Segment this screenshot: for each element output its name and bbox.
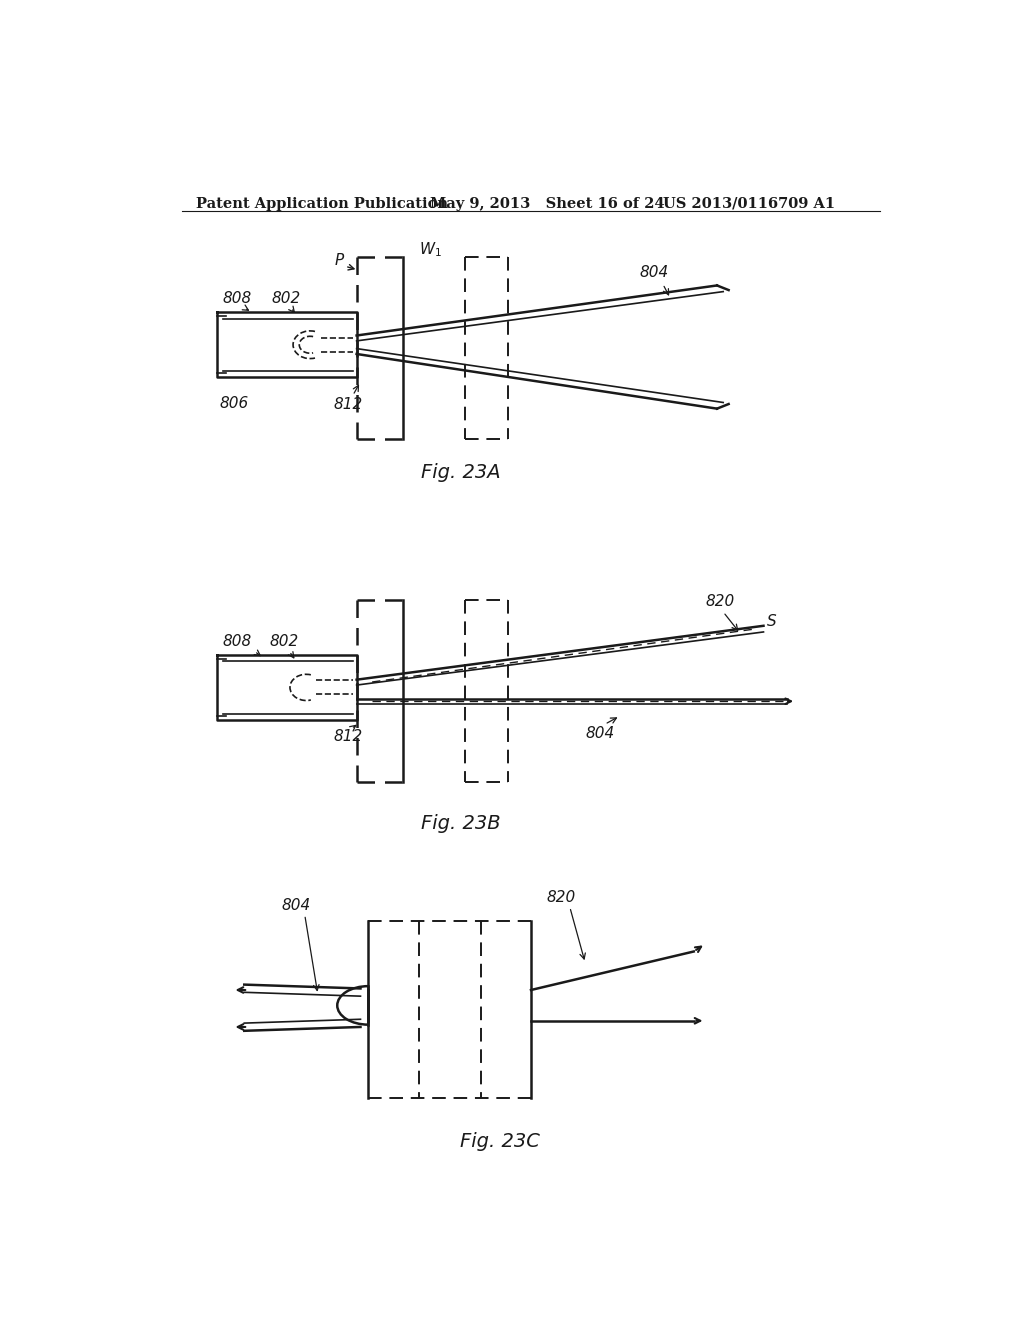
Text: P: P [335, 253, 344, 268]
Text: 804: 804 [640, 265, 669, 280]
Text: 812: 812 [334, 397, 362, 412]
Text: May 9, 2013   Sheet 16 of 24: May 9, 2013 Sheet 16 of 24 [430, 197, 665, 211]
Text: Fig. 23C: Fig. 23C [460, 1133, 540, 1151]
Text: 804: 804 [586, 726, 614, 741]
Text: 806: 806 [219, 396, 249, 411]
Text: 808: 808 [222, 292, 252, 306]
Text: Fig. 23A: Fig. 23A [422, 462, 501, 482]
Text: Patent Application Publication: Patent Application Publication [197, 197, 449, 211]
Text: Fig. 23B: Fig. 23B [422, 814, 501, 833]
Text: 802: 802 [269, 634, 298, 649]
Text: US 2013/0116709 A1: US 2013/0116709 A1 [663, 197, 835, 211]
Text: $W_1$: $W_1$ [419, 240, 441, 259]
Text: S: S [767, 614, 777, 630]
Text: 808: 808 [222, 634, 252, 649]
Text: 804: 804 [282, 898, 310, 913]
Text: 820: 820 [547, 890, 575, 906]
Text: 812: 812 [334, 729, 362, 744]
Text: 802: 802 [271, 292, 301, 306]
Text: 820: 820 [706, 594, 734, 609]
